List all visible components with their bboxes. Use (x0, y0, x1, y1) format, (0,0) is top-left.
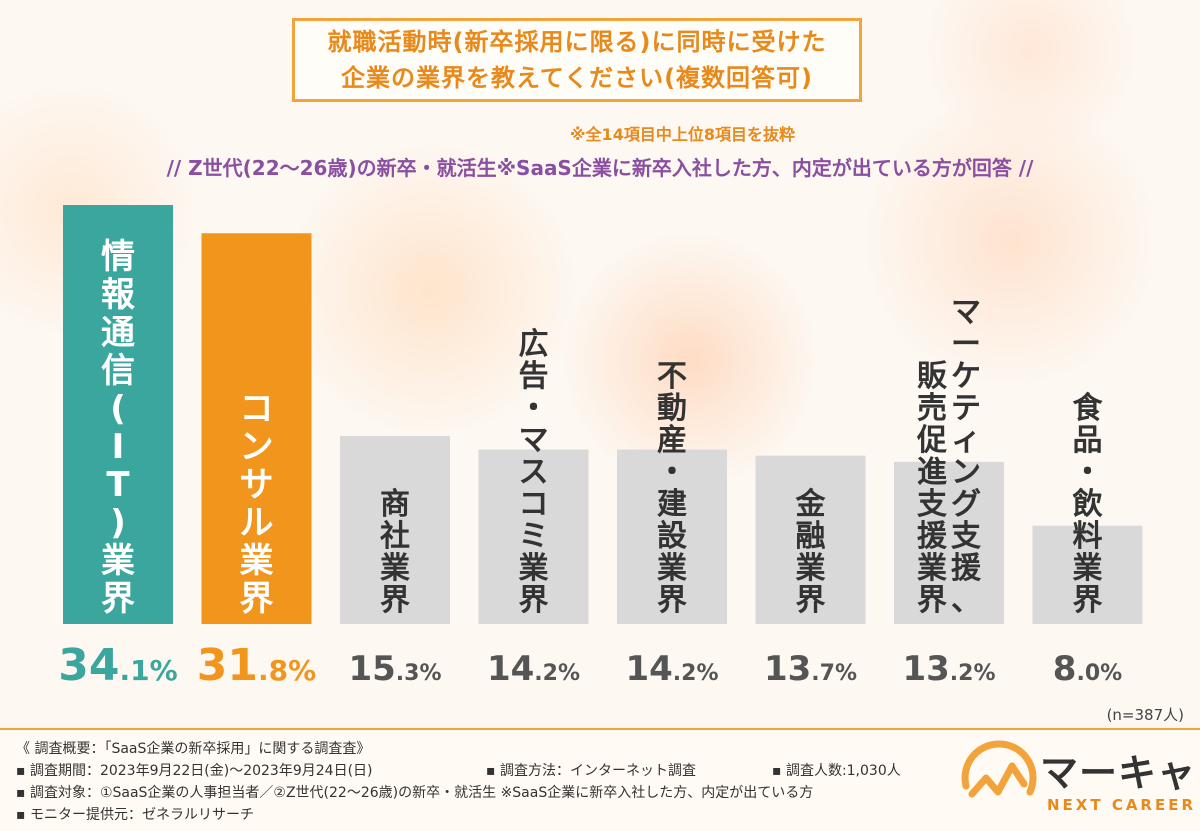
category-label-2: 商社業界 (380, 487, 410, 618)
chart-note: ※全14項目中上位8項目を抜粋 (570, 125, 795, 144)
value-label-2: 15.3% (348, 649, 441, 689)
bar-7 (1032, 525, 1143, 624)
bar-chart: 情報通信(I T)業界 34.1% コンサル業界 31.8% 商社業界 15.3% 広告・マス… (58, 205, 1143, 691)
chart-line-logo-icon (961, 740, 1037, 798)
category-label-6: マーケティング支援、 (951, 295, 982, 618)
chart-title-line1: 就職活動時(新卒採用に限る)に同時に受けた (327, 28, 827, 56)
bar-5 (755, 455, 866, 624)
value-label-6: 13.2% (902, 649, 995, 689)
category-label-3: 広告・マスコミ業界 (519, 327, 549, 618)
value-label-0: 34.1% (58, 640, 177, 691)
bar-0 (63, 205, 173, 624)
logo-sub: NEXT CAREER (1047, 796, 1197, 814)
category-label-5: 金融業界 (795, 487, 827, 618)
footer-overview: 《 調査概要：「SaaS企業の新卒採用」に関する調査査》 (16, 741, 371, 757)
category-label-7: 食品・飲料業界 (1073, 391, 1104, 618)
category-label-6: 販売促進支援業界 (916, 359, 948, 618)
category-label-0: 情報通信(I T)業界 (101, 237, 135, 619)
footer-method: ▪ 調査方法：インターネット調査 (486, 763, 696, 779)
value-label-4: 14.2% (625, 649, 718, 689)
value-label-7: 8.0% (1053, 649, 1122, 689)
footer-provider: ▪ モニター提供元：ゼネラルリサーチ (16, 807, 254, 823)
logo-name: マーキャリ (1040, 751, 1200, 795)
bar-1 (201, 233, 312, 625)
footer-target: ▪ 調査対象：①SaaS企業の人事担当者／②Z世代(22～26歳)の新卒・就活生… (16, 785, 814, 801)
chart-title: 就職活動時(新卒採用に限る)に同時に受けた 企業の業界を教えてください(複数回答… (292, 18, 862, 102)
bar-3 (478, 449, 589, 624)
sample-size-label: (n=387人) (1106, 706, 1184, 724)
footer-period: ▪ 調査期間：2023年9月22日(金)～2023年9月24日(日) (16, 763, 373, 779)
bar-2 (340, 436, 450, 624)
chart-subtitle: // Z世代(22～26歳)の新卒・就活生※SaaS企業に新卒入社した方、内定が… (166, 156, 1034, 180)
chart-title-line2: 企業の業界を教えてください(複数回答可) (340, 64, 814, 92)
bar-6 (894, 461, 1004, 624)
value-label-1: 31.8% (197, 640, 316, 691)
value-label-3: 14.2% (487, 649, 580, 689)
bar-4 (617, 449, 727, 624)
footer-count: ▪ 調査人数:1,030人 (772, 763, 901, 779)
category-label-4: 不動産・建設業界 (657, 359, 687, 618)
value-label-5: 13.7% (764, 649, 857, 689)
category-label-1: コンサル業界 (240, 389, 274, 619)
